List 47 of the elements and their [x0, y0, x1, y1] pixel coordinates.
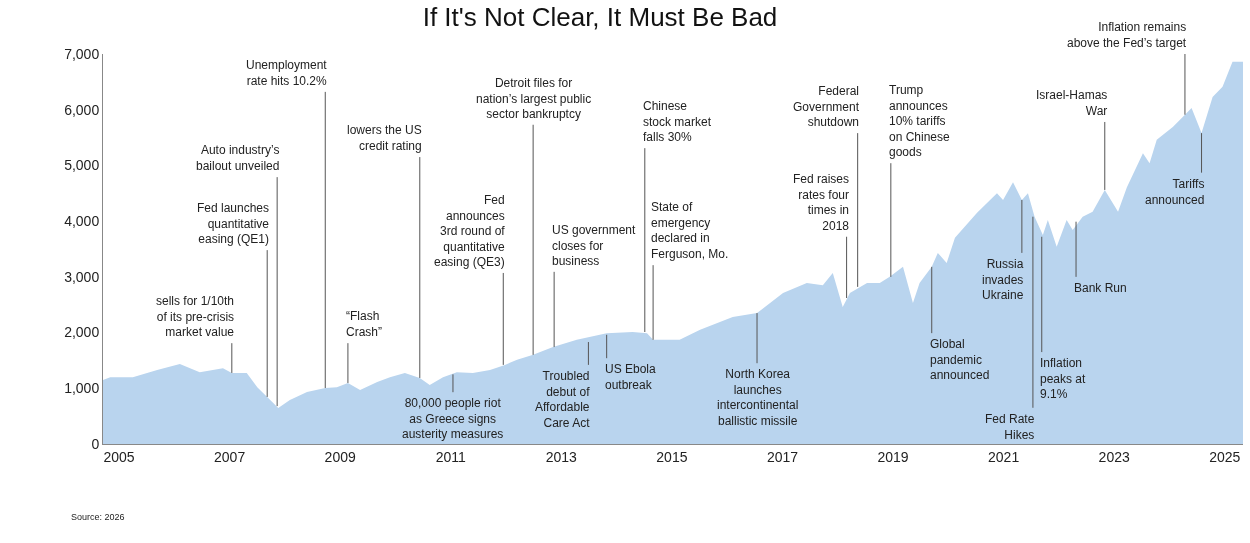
annotation: lowers the US credit rating — [347, 123, 422, 153]
annotation: Trump announces 10% tariffs on Chinese goods — [889, 83, 951, 160]
annotation: Fed raises rates four times in 2018 — [793, 172, 850, 233]
annotation: Global pandemic announced — [930, 337, 990, 383]
y-tick-label: 4,000 — [64, 213, 100, 230]
annotation: US Ebola outbreak — [605, 362, 657, 392]
annotation: Detroit files for nation’s largest public sector bankruptcy — [476, 76, 592, 122]
y-tick-label: 6,000 — [64, 101, 100, 118]
annotation: Inflation peaks at 9.1% — [1040, 356, 1087, 402]
x-tick-label: 2005 — [103, 448, 135, 465]
annotation: US government closes for business — [552, 223, 637, 269]
annotation: Fed announces 3rd round of quantitative easing (QE3) — [434, 193, 506, 270]
x-tick-label: 2007 — [214, 448, 246, 465]
annotation: Tariffs announced — [1145, 177, 1205, 207]
x-tick-label: 2015 — [656, 448, 688, 465]
annotation: North Korea launches intercontinental ballistic missile — [717, 367, 799, 428]
annotation: Unemployment rate hits 10.2% — [246, 58, 328, 88]
annotation: sells for 1/10th of its pre-crisis market value — [156, 294, 235, 340]
x-tick-label: 2013 — [545, 448, 578, 465]
x-tick-label: 2009 — [324, 448, 356, 465]
annotation: “Flash Crash” — [346, 309, 383, 339]
x-tick-label: 2025 — [1209, 448, 1241, 465]
y-tick-label: 1,000 — [64, 380, 100, 397]
y-tick-label: 5,000 — [64, 157, 100, 174]
annotation: Russia invades Ukraine — [982, 257, 1024, 303]
x-tick-label: 2021 — [988, 448, 1020, 465]
y-tick-label: 0 — [91, 435, 100, 452]
annotation: Federal Government shutdown — [793, 84, 860, 130]
x-tick-label: 2011 — [435, 448, 467, 465]
source-note: Source: 2026 — [71, 512, 125, 522]
annotation: Inflation remains above the Fed’s target — [1067, 20, 1187, 50]
chart-title: If It's Not Clear, It Must Be Bad — [422, 2, 778, 33]
annotation: Bank Run — [1074, 281, 1127, 295]
annotation: Auto industry’s bailout unveiled — [196, 143, 280, 173]
y-tick-label: 7,000 — [64, 45, 100, 62]
x-tick-label: 2019 — [877, 448, 909, 465]
y-tick-label: 2,000 — [64, 324, 100, 341]
x-tick-label: 2023 — [1098, 448, 1130, 465]
annotation: Fed launches quantitative easing (QE1) — [197, 201, 270, 247]
annotation: Troubled debut of Affordable Care Act — [535, 369, 591, 430]
annotation: Israel-Hamas War — [1036, 88, 1108, 118]
x-tick-label: 2017 — [766, 448, 799, 465]
annotation: 80,000 people riot as Greece signs austerity measures — [402, 396, 504, 442]
y-tick-label: 3,000 — [64, 268, 100, 285]
annotation: Chinese stock market falls 30% — [643, 99, 712, 145]
annotation: State of emergency declared in Ferguson, Mo. — [651, 200, 729, 261]
annotation: Fed Rate Hikes — [985, 412, 1035, 442]
